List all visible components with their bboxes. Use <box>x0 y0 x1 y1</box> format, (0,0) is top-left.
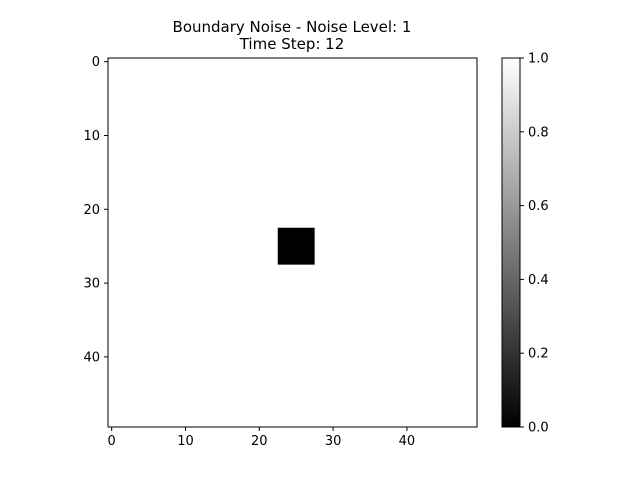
x-tick-label: 0 <box>108 434 116 449</box>
colorbar-tick-label: 0.6 <box>528 199 549 214</box>
y-tick-label: 30 <box>83 277 100 292</box>
y-tick-label: 40 <box>83 350 100 365</box>
plot-frame <box>107 57 478 428</box>
colorbar-tick-label: 0.8 <box>528 125 549 140</box>
colorbar-ticks: 0.0 0.2 0.4 0.6 0.8 1.0 <box>520 52 549 436</box>
colorbar-frame <box>501 57 521 428</box>
colorbar-tick-label: 1.0 <box>528 52 549 67</box>
y-tick-label: 0 <box>92 55 100 70</box>
cells-layer <box>277 227 315 265</box>
chart-title-line-2: Time Step: 12 <box>239 35 345 53</box>
chart-title-line-1: Boundary Noise - Noise Level: 1 <box>173 18 412 36</box>
y-tick-label: 10 <box>83 129 100 144</box>
colorbar-gradient <box>502 58 520 427</box>
x-tick-label: 10 <box>177 434 194 449</box>
x-axis: 0 10 20 30 40 <box>108 427 416 449</box>
plot-area: 0 10 20 30 40 0 10 20 30 40 <box>83 55 478 449</box>
colorbar-tick-label: 0.2 <box>528 347 549 362</box>
x-tick-label: 20 <box>251 434 268 449</box>
heatmap-cell-block-0 <box>277 227 315 265</box>
x-tick-label: 30 <box>325 434 342 449</box>
y-axis: 0 10 20 30 40 <box>83 55 108 365</box>
colorbar-tick-label: 0.4 <box>528 273 549 288</box>
colorbar-tick-label: 0.0 <box>528 421 549 436</box>
x-tick-label: 40 <box>399 434 416 449</box>
colorbar: 0.0 0.2 0.4 0.6 0.8 1.0 <box>501 52 549 436</box>
y-tick-label: 20 <box>83 203 100 218</box>
